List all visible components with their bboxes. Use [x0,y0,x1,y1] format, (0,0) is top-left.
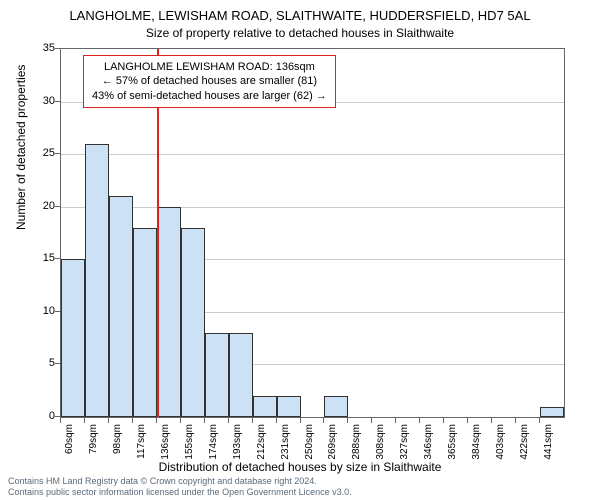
annotation-line-2: ← 57% of detached houses are smaller (81… [92,74,327,88]
histogram-bar [253,396,277,417]
histogram-bar [540,407,564,418]
x-tick [371,418,372,423]
histogram-bar [85,144,109,417]
footer-attribution: Contains HM Land Registry data © Crown c… [8,476,352,498]
x-tick [180,418,181,423]
footer-line-1: Contains HM Land Registry data © Crown c… [8,476,352,487]
histogram-bar [229,333,253,417]
footer-line-2: Contains public sector information licen… [8,487,352,498]
plot-area: LANGHOLME LEWISHAM ROAD: 136sqm← 57% of … [60,48,565,418]
x-tick [252,418,253,423]
histogram-bar [109,196,133,417]
y-tick [55,206,60,207]
annotation-line-1: LANGHOLME LEWISHAM ROAD: 136sqm [92,60,327,74]
histogram-bar [277,396,301,417]
x-tick [60,418,61,423]
y-tick-label: 10 [43,305,55,317]
y-tick [55,48,60,49]
x-tick [204,418,205,423]
histogram-bar [157,207,181,417]
x-axis-label: Distribution of detached houses by size … [0,460,600,474]
y-tick [55,101,60,102]
histogram-bar [61,259,85,417]
histogram-bar [181,228,205,417]
chart-container: LANGHOLME, LEWISHAM ROAD, SLAITHWAITE, H… [0,0,600,500]
y-axis-label: Number of detached properties [14,65,28,230]
x-tick [276,418,277,423]
x-tick [132,418,133,423]
x-tick [156,418,157,423]
y-tick [55,416,60,417]
x-tick [108,418,109,423]
x-tick [515,418,516,423]
y-tick-label: 20 [43,200,55,212]
annotation-box: LANGHOLME LEWISHAM ROAD: 136sqm← 57% of … [83,55,336,108]
chart-title: LANGHOLME, LEWISHAM ROAD, SLAITHWAITE, H… [0,8,600,23]
x-tick [395,418,396,423]
x-tick [323,418,324,423]
y-tick [55,258,60,259]
y-tick [55,363,60,364]
chart-subtitle: Size of property relative to detached ho… [0,26,600,40]
histogram-bar [133,228,157,417]
x-tick [300,418,301,423]
grid-line [61,154,564,155]
x-tick [467,418,468,423]
y-tick-label: 15 [43,252,55,264]
x-tick [228,418,229,423]
y-tick-label: 25 [43,147,55,159]
y-tick [55,311,60,312]
histogram-bar [205,333,229,417]
x-tick [84,418,85,423]
y-tick [55,153,60,154]
x-tick [419,418,420,423]
grid-line [61,207,564,208]
x-tick [443,418,444,423]
x-tick [347,418,348,423]
y-tick-label: 30 [43,95,55,107]
x-tick [491,418,492,423]
y-tick-label: 35 [43,42,55,54]
x-tick [539,418,540,423]
histogram-bar [324,396,348,417]
annotation-line-3: 43% of semi-detached houses are larger (… [92,89,327,103]
